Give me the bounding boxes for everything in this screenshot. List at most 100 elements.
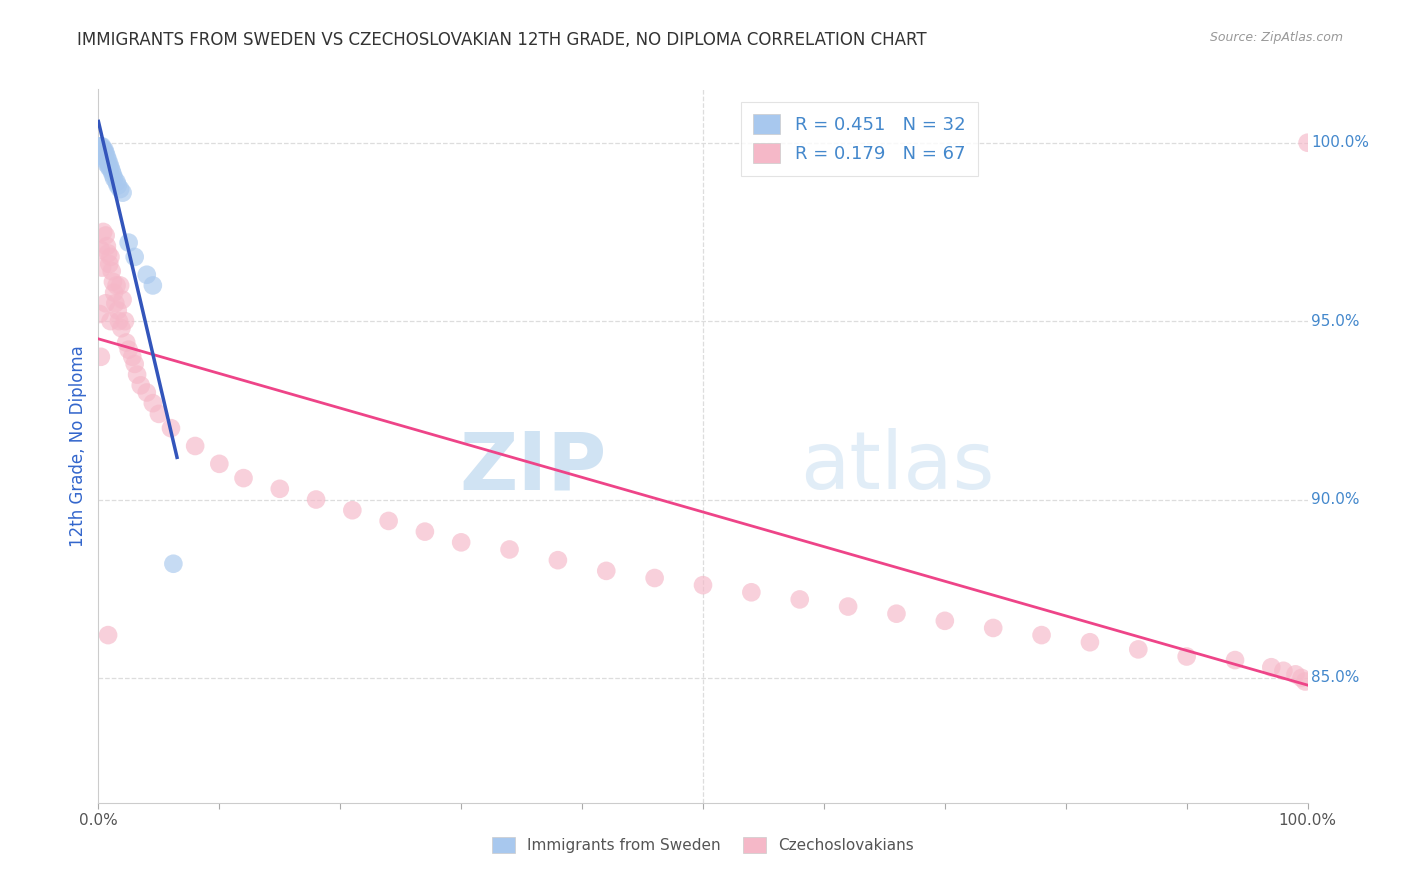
- Point: [89, 139, 111, 153]
- Point: [103, 171, 125, 186]
- Point: [104, 296, 127, 310]
- Point: [184, 439, 207, 453]
- Point: [100, 314, 122, 328]
- Point: [94, 153, 117, 168]
- Point: [1294, 674, 1316, 689]
- Point: [118, 343, 141, 357]
- Point: [101, 275, 124, 289]
- Point: [100, 164, 122, 178]
- Point: [644, 571, 666, 585]
- Text: Source: ZipAtlas.com: Source: ZipAtlas.com: [1209, 31, 1343, 45]
- Point: [1260, 660, 1282, 674]
- Point: [94, 146, 117, 161]
- Point: [96, 239, 118, 253]
- Point: [91, 225, 114, 239]
- Point: [377, 514, 399, 528]
- Point: [595, 564, 617, 578]
- Point: [114, 314, 136, 328]
- Text: ZIP: ZIP: [458, 428, 606, 507]
- Point: [118, 235, 141, 250]
- Point: [97, 153, 120, 168]
- Point: [91, 150, 114, 164]
- Point: [111, 186, 134, 200]
- Point: [124, 357, 146, 371]
- Text: 85.0%: 85.0%: [1312, 671, 1360, 685]
- Text: atlas: atlas: [800, 428, 994, 507]
- Point: [232, 471, 254, 485]
- Point: [96, 150, 118, 164]
- Point: [91, 143, 114, 157]
- Point: [91, 143, 114, 157]
- Point: [121, 350, 143, 364]
- Point: [89, 307, 111, 321]
- Point: [127, 368, 149, 382]
- Point: [91, 146, 114, 161]
- Point: [135, 268, 157, 282]
- Point: [413, 524, 436, 539]
- Point: [97, 246, 120, 260]
- Point: [93, 150, 115, 164]
- Point: [107, 178, 129, 193]
- Point: [91, 260, 114, 275]
- Point: [886, 607, 908, 621]
- Point: [740, 585, 762, 599]
- Point: [1284, 667, 1306, 681]
- Point: [342, 503, 364, 517]
- Point: [124, 250, 146, 264]
- Point: [692, 578, 714, 592]
- Text: IMMIGRANTS FROM SWEDEN VS CZECHOSLOVAKIAN 12TH GRADE, NO DIPLOMA CORRELATION CHA: IMMIGRANTS FROM SWEDEN VS CZECHOSLOVAKIA…: [77, 31, 927, 49]
- Point: [100, 161, 122, 175]
- Point: [93, 146, 115, 161]
- Point: [115, 335, 138, 350]
- Point: [101, 168, 124, 182]
- Point: [103, 285, 125, 300]
- Point: [91, 143, 114, 157]
- Point: [98, 157, 121, 171]
- Text: 90.0%: 90.0%: [1312, 492, 1360, 507]
- Point: [162, 557, 184, 571]
- Point: [1291, 671, 1313, 685]
- Point: [105, 278, 128, 293]
- Point: [100, 250, 122, 264]
- Point: [547, 553, 569, 567]
- Point: [93, 143, 115, 157]
- Point: [1296, 136, 1319, 150]
- Point: [98, 161, 121, 175]
- Point: [129, 378, 152, 392]
- Point: [789, 592, 811, 607]
- Text: 100.0%: 100.0%: [1312, 136, 1369, 150]
- Point: [91, 146, 114, 161]
- Point: [1272, 664, 1295, 678]
- Point: [94, 296, 117, 310]
- Point: [981, 621, 1004, 635]
- Point: [1128, 642, 1150, 657]
- Point: [97, 628, 120, 642]
- Text: 95.0%: 95.0%: [1312, 314, 1360, 328]
- Point: [111, 293, 134, 307]
- Point: [450, 535, 472, 549]
- Point: [1223, 653, 1246, 667]
- Point: [107, 303, 129, 318]
- Point: [269, 482, 291, 496]
- Point: [1078, 635, 1101, 649]
- Point: [90, 350, 112, 364]
- Point: [108, 182, 131, 196]
- Point: [105, 175, 128, 189]
- Legend: Immigrants from Sweden, Czechoslovakians: Immigrants from Sweden, Czechoslovakians: [485, 830, 921, 859]
- Point: [110, 321, 132, 335]
- Point: [91, 139, 114, 153]
- Point: [208, 457, 231, 471]
- Point: [90, 143, 112, 157]
- Point: [90, 139, 112, 153]
- Point: [1175, 649, 1198, 664]
- Y-axis label: 12th Grade, No Diploma: 12th Grade, No Diploma: [69, 345, 87, 547]
- Point: [305, 492, 328, 507]
- Point: [934, 614, 956, 628]
- Point: [1031, 628, 1053, 642]
- Point: [148, 407, 170, 421]
- Point: [90, 243, 112, 257]
- Point: [94, 228, 117, 243]
- Point: [142, 278, 165, 293]
- Point: [108, 278, 131, 293]
- Point: [498, 542, 520, 557]
